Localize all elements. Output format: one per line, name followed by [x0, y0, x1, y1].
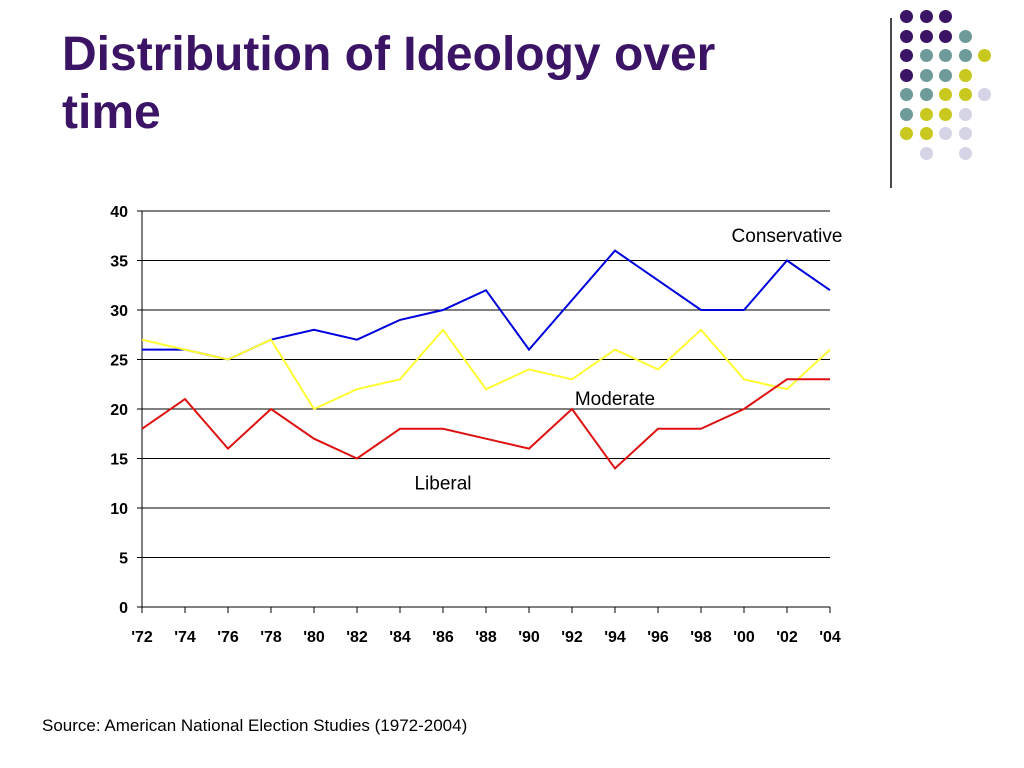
decorative-dot-yellow [958, 68, 972, 82]
series-line-moderate [141, 328, 831, 411]
y-tick-label: 5 [119, 551, 128, 568]
decorative-dot-purple [900, 10, 913, 23]
x-tick-label: '02 [776, 629, 798, 646]
x-tick-label: '82 [346, 629, 368, 646]
decorative-dot-yellow [900, 127, 913, 140]
decorative-dot-teal [919, 49, 933, 62]
x-tick-label: '72 [131, 629, 153, 646]
decorative-dot-purple [900, 49, 913, 62]
x-tick-label: '96 [647, 629, 669, 646]
x-tick-label: '94 [604, 629, 626, 646]
x-tick-label: '76 [217, 629, 239, 646]
decorative-dot-teal [958, 29, 972, 43]
x-tick-label: '98 [690, 629, 712, 646]
decorative-dot-lavender [919, 146, 933, 160]
decorative-dot-teal [939, 68, 952, 82]
decorative-dot-purple [939, 29, 952, 43]
decorative-dot-teal [939, 49, 952, 62]
y-tick-label: 35 [110, 254, 128, 271]
slide-title-line-2: time [62, 86, 161, 139]
slide-title-line-1: Distribution of Ideology over [62, 28, 716, 81]
y-tick-label: 0 [119, 600, 128, 617]
decorative-dot-teal [958, 49, 972, 62]
decorative-dot-yellow [939, 88, 952, 101]
decorative-dot-yellow [919, 107, 933, 121]
series-label-liberal: Liberal [414, 473, 471, 494]
decorative-dot-yellow [958, 88, 972, 101]
y-tick-label: 25 [110, 353, 128, 370]
x-tick-label: '86 [432, 629, 454, 646]
decorative-dot-purple [919, 10, 933, 23]
y-tick-label: 20 [110, 402, 128, 419]
decorative-dot-teal [919, 88, 933, 101]
decorative-dot-teal [919, 68, 933, 82]
decorative-dot-teal [900, 107, 913, 121]
x-tick-label: '92 [561, 629, 583, 646]
decorative-dot-lavender [958, 127, 972, 140]
source-note: Source: American National Election Studi… [42, 716, 468, 735]
y-tick-label: 30 [110, 303, 128, 320]
x-tick-label: '74 [174, 629, 196, 646]
decorative-dot-purple [900, 68, 913, 82]
decorative-dot-grid [900, 10, 1010, 170]
decorative-dot-yellow [978, 49, 991, 62]
series-line-liberal [141, 378, 830, 470]
x-tick-label: '00 [733, 629, 755, 646]
decorative-dot-purple [919, 29, 933, 43]
decorative-dot-lavender [939, 127, 952, 140]
decorative-dot-teal [900, 88, 913, 101]
slide-title: Distribution of Ideology over time [62, 26, 862, 142]
decorative-dot-lavender [978, 88, 991, 101]
x-tick-label: '88 [475, 629, 497, 646]
x-tick-label: '78 [260, 629, 282, 646]
x-tick-label: '90 [518, 629, 540, 646]
decorative-dot-yellow [919, 127, 933, 140]
decorative-divider [890, 18, 892, 188]
series-label-conservative: Conservative [732, 226, 843, 247]
series-line-conservative [142, 249, 831, 361]
x-tick-label: '80 [303, 629, 325, 646]
y-tick-label: 15 [110, 452, 128, 469]
y-tick-label: 10 [110, 501, 128, 518]
x-tick-label: '84 [389, 629, 411, 646]
y-tick-label: 40 [110, 204, 128, 221]
decorative-dot-yellow [939, 107, 952, 121]
series-label-moderate: Moderate [575, 389, 655, 410]
decorative-dot-purple [900, 29, 913, 43]
x-tick-label: '04 [819, 629, 841, 646]
decorative-dot-lavender [958, 146, 972, 160]
decorative-dot-purple [939, 10, 952, 23]
decorative-dot-lavender [958, 107, 972, 121]
